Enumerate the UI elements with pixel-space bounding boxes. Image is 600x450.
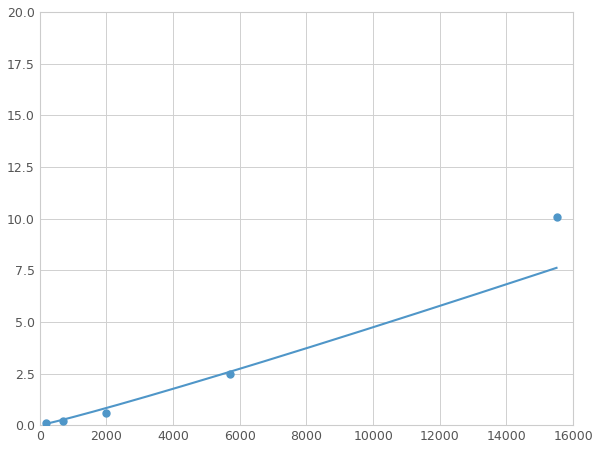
Point	[101, 409, 111, 416]
Point	[58, 418, 68, 425]
Point	[225, 370, 235, 377]
Point	[41, 419, 51, 427]
Point	[552, 213, 562, 220]
